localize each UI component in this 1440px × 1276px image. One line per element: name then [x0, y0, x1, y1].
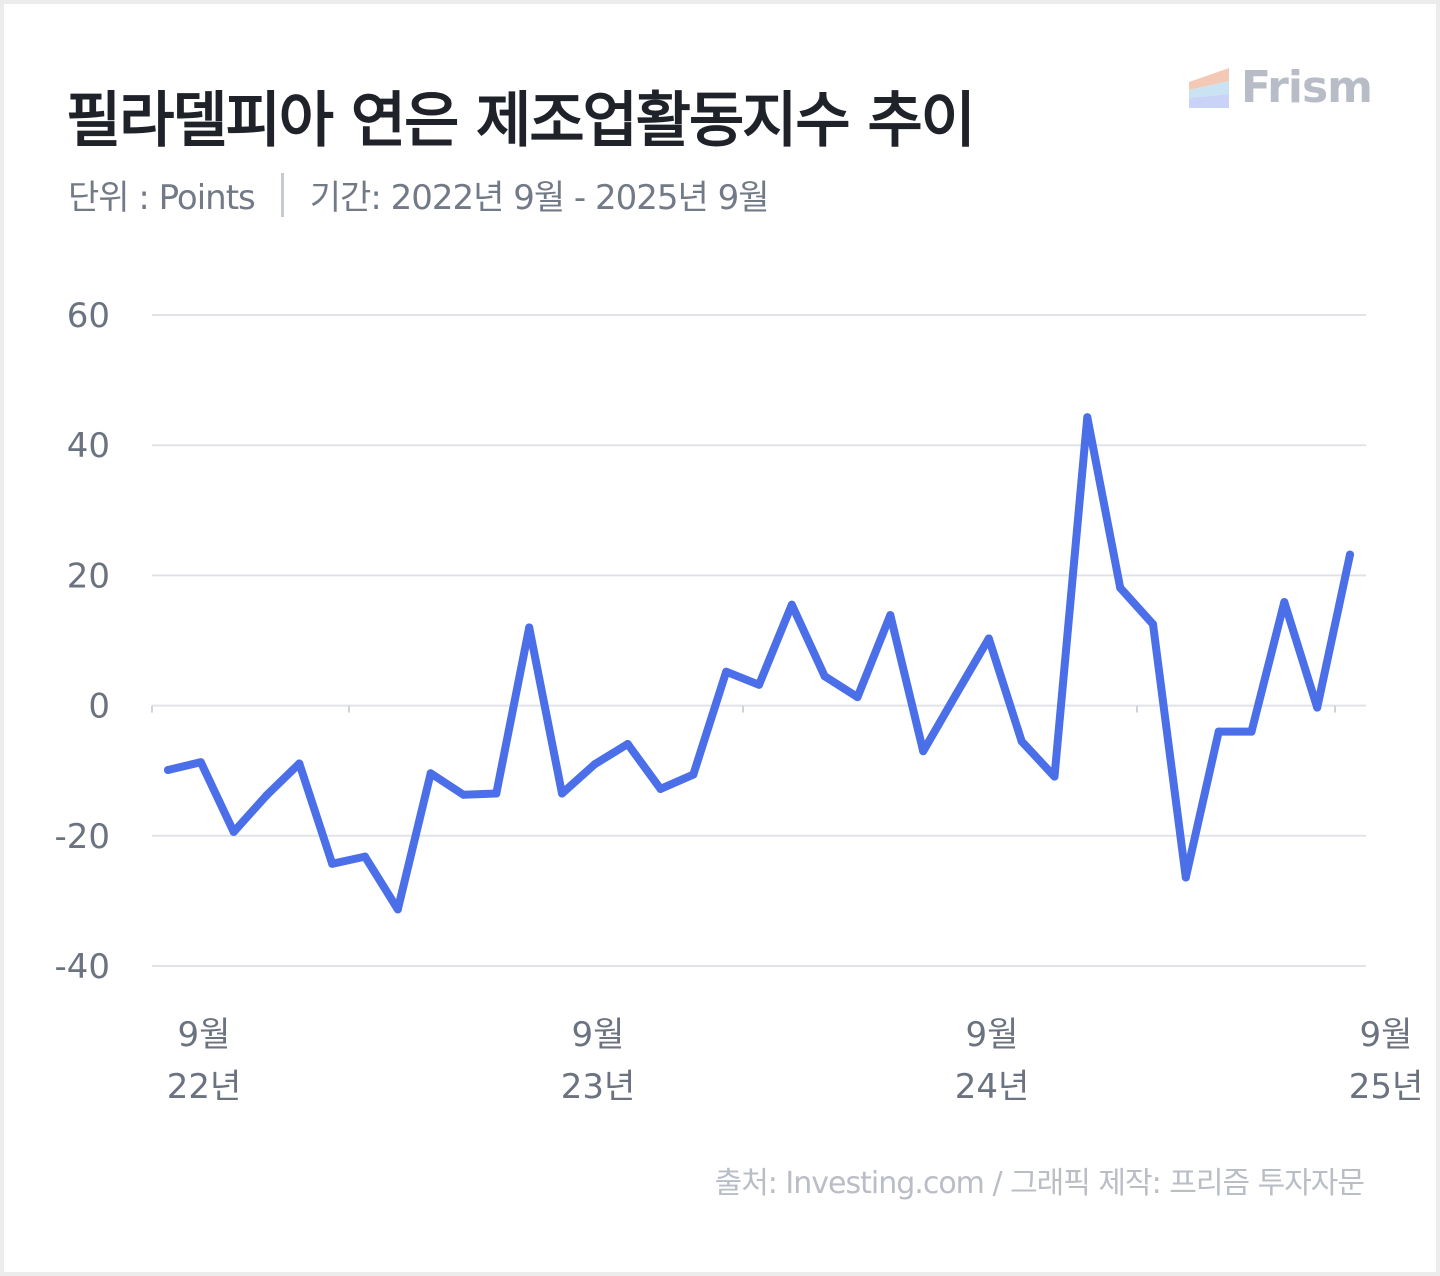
data-point — [1149, 620, 1157, 629]
data-point — [853, 693, 862, 702]
data-point — [361, 852, 369, 861]
data-point — [1346, 550, 1354, 559]
data-point — [623, 740, 632, 749]
frism-logo-icon — [1188, 67, 1229, 108]
chart-subtitle: 단위 : Points 기간: 2022년 9월 - 2025년 9월 — [68, 170, 770, 219]
data-point — [755, 680, 763, 689]
data-point — [689, 770, 698, 779]
data-point — [492, 789, 501, 798]
x-tick-label: 9월 — [966, 1015, 1019, 1055]
y-tick-label: 20 — [67, 556, 110, 596]
data-point — [196, 758, 205, 767]
data-point — [820, 672, 829, 681]
period-label: 기간: 2022년 9월 - 2025년 9월 — [309, 178, 770, 218]
data-point — [1313, 703, 1322, 712]
data-point — [164, 766, 172, 775]
data-point — [558, 789, 566, 798]
data-point — [459, 790, 468, 799]
y-tick-label: 60 — [67, 296, 110, 336]
y-tick-label: -20 — [54, 817, 110, 857]
data-point — [1083, 413, 1092, 422]
data-point — [295, 759, 304, 768]
data-point — [1116, 583, 1125, 592]
x-tick-label: 22년 — [167, 1067, 242, 1107]
chart-card — [4, 4, 1436, 1272]
x-tick-label: 24년 — [955, 1067, 1030, 1107]
x-tick-label: 23년 — [561, 1067, 636, 1107]
data-point — [919, 747, 928, 756]
data-point — [426, 769, 435, 778]
data-point — [722, 667, 731, 676]
y-tick-label: -40 — [54, 947, 110, 987]
data-point — [1247, 727, 1256, 736]
source-note: 출처: Investing.com / 그래픽 제작: 프리즘 투자자문 — [714, 1166, 1365, 1201]
data-point — [787, 600, 796, 609]
data-point — [229, 827, 238, 836]
y-tick-label: 0 — [88, 687, 110, 727]
brand: Frism — [1188, 62, 1373, 113]
y-tick-label: 40 — [67, 426, 110, 466]
data-point — [1017, 737, 1026, 746]
data-point — [1280, 598, 1289, 607]
data-point — [590, 760, 599, 769]
data-point — [952, 690, 960, 699]
data-point — [525, 623, 534, 632]
x-tick-label: 25년 — [1349, 1067, 1424, 1107]
x-tick-label: 9월 — [1360, 1015, 1413, 1055]
subtitle-divider — [280, 172, 284, 217]
brand-name: Frism — [1240, 62, 1373, 113]
x-tick-label: 9월 — [572, 1015, 625, 1055]
data-point — [886, 611, 895, 620]
data-point — [1214, 727, 1223, 736]
data-point — [328, 859, 337, 868]
data-point — [262, 791, 271, 800]
data-point — [1050, 772, 1059, 781]
data-point — [656, 784, 665, 793]
unit-label: 단위 : Points — [68, 178, 256, 218]
chart-title: 필라델피아 연은 제조업활동지수 추이 — [66, 86, 976, 156]
data-point — [1181, 873, 1190, 882]
data-point — [984, 634, 993, 643]
x-tick-label: 9월 — [178, 1015, 231, 1055]
data-point — [393, 905, 402, 914]
